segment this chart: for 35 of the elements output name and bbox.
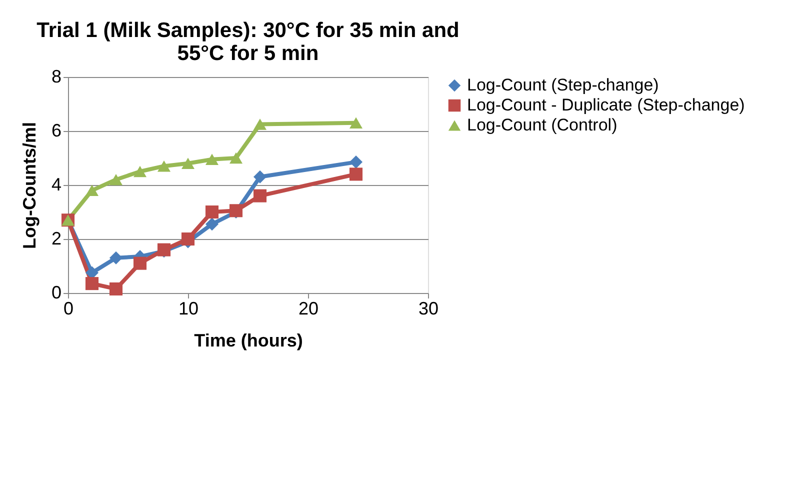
point: [85, 184, 99, 196]
y-tick-label: 4: [51, 174, 62, 194]
chart-title: Trial 1 (Milk Samples): 30°C for 35 min and 55°C for 5 min: [36, 19, 460, 65]
y-tick-label: 8: [51, 66, 62, 86]
point: [205, 205, 219, 219]
x-tick-label: 30: [418, 298, 439, 318]
point: [253, 118, 267, 130]
x-tick-label: 20: [298, 298, 319, 318]
point: [205, 218, 219, 231]
y-tick-label: 6: [51, 120, 62, 140]
point: [181, 232, 195, 246]
point: [205, 154, 219, 165]
point: [133, 256, 147, 270]
y-tick-label: 2: [51, 228, 62, 248]
point: [229, 152, 243, 164]
point: [85, 277, 99, 290]
legend-label: Log-Count (Step-change): [467, 76, 659, 94]
point: [349, 168, 363, 181]
legend-label: Log-Count (Control): [467, 116, 618, 134]
point: [253, 170, 267, 184]
point: [181, 158, 195, 170]
point: [109, 282, 123, 296]
x-tick-label: 10: [178, 298, 199, 318]
point: [85, 266, 99, 280]
y-tick-label: 0: [51, 282, 62, 302]
point: [157, 160, 171, 172]
point: [109, 174, 123, 186]
point: [349, 117, 363, 129]
point: [253, 189, 267, 202]
y-axis-title: Log-Counts/ml: [19, 122, 40, 249]
point: [109, 251, 123, 264]
legend-label: Log-Count - Duplicate (Step-change): [467, 96, 745, 114]
x-axis-title: Time (hours): [194, 330, 303, 350]
point: [133, 166, 147, 178]
point: [349, 156, 363, 169]
